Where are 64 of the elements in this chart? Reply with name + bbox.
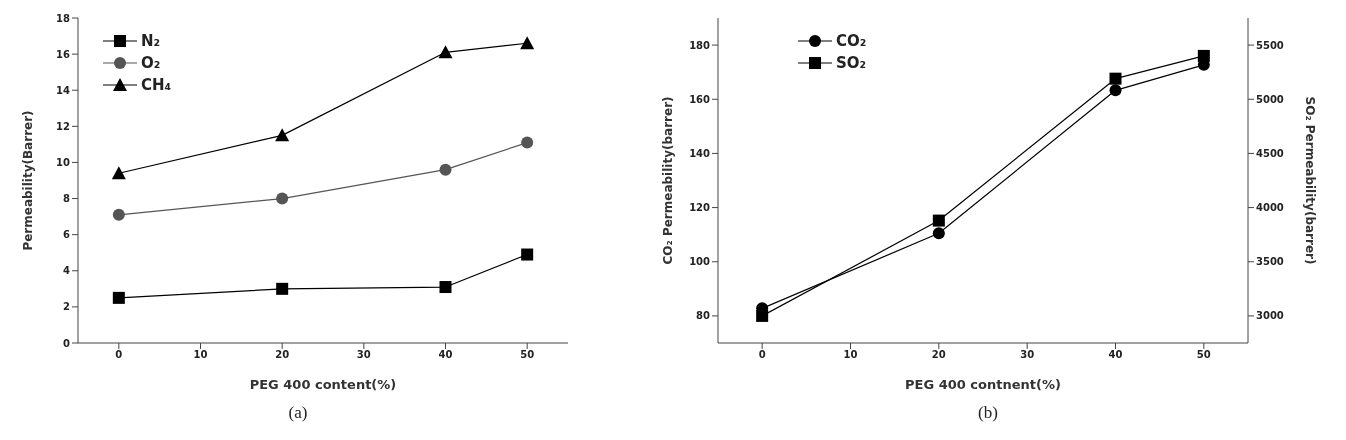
y-tick-label: 180 (689, 39, 711, 51)
y-tick-label: 160 (689, 93, 711, 105)
y-tick-label: 18 (56, 12, 71, 24)
point (932, 227, 945, 240)
point (112, 208, 125, 221)
y-tick-label: 4 (63, 265, 71, 277)
point (756, 309, 769, 322)
point (1109, 84, 1122, 97)
y-tick-label: 10 (56, 156, 71, 168)
y-tick-label: 6 (63, 229, 71, 241)
x-tick-label: 50 (1196, 349, 1211, 361)
x-tick-label: 0 (758, 349, 766, 361)
y-axis-title: Permeability(Barrer) (21, 110, 35, 251)
point (111, 166, 126, 180)
text: (a) (287, 403, 309, 423)
x-tick-label: 0 (115, 349, 123, 361)
legend-label: O₂ (141, 54, 161, 72)
x-tick-label: 50 (520, 349, 535, 361)
x-tick-label: 20 (275, 349, 290, 361)
point (112, 291, 125, 304)
y2-tick-label: 5000 (1256, 93, 1284, 105)
x-tick-label: 30 (356, 349, 371, 361)
point (275, 128, 290, 142)
point (521, 136, 534, 149)
point (1197, 49, 1210, 62)
x-tick-label: 40 (1108, 349, 1123, 361)
x-tick-label: 10 (193, 349, 208, 361)
y-tick-label: 0 (63, 337, 71, 349)
x-tick-label: 10 (843, 349, 858, 361)
x-tick-label: 20 (931, 349, 946, 361)
x-tick-label: 30 (1020, 349, 1035, 361)
text: (b) (977, 403, 999, 423)
legend-label: CO₂ (836, 32, 867, 50)
y2-tick-label: 4500 (1256, 147, 1284, 159)
y2-axis-title: SO₂ Permeability(barrer) (1303, 96, 1317, 265)
legend-label: N₂ (141, 32, 161, 50)
x-axis-title: PEG 400 contnent(%) (905, 377, 1061, 392)
y-tick-label: 2 (63, 301, 71, 313)
point (276, 282, 289, 295)
y-tick-label: 14 (56, 84, 71, 96)
x-axis-title: PEG 400 content(%) (249, 377, 397, 392)
y-tick-label: 140 (689, 147, 711, 159)
point (521, 248, 534, 261)
point (520, 36, 535, 50)
y-axis-title: CO₂ Permeability(barrer) (661, 96, 675, 265)
y2-tick-label: 3000 (1256, 310, 1284, 322)
point (438, 45, 453, 59)
y-tick-label: 80 (696, 310, 711, 322)
legend-label: SO₂ (836, 54, 867, 72)
x-tick-label: 40 (438, 349, 453, 361)
y-tick-label: 12 (56, 120, 71, 132)
legend-label: CH₄ (141, 76, 172, 94)
y-tick-label: 120 (689, 202, 711, 214)
y-tick-label: 100 (689, 256, 711, 268)
y2-tick-label: 5500 (1256, 39, 1284, 51)
y2-tick-label: 4000 (1256, 202, 1284, 214)
point (439, 163, 452, 176)
y2-tick-label: 3500 (1256, 256, 1284, 268)
point (439, 281, 452, 294)
point (932, 214, 945, 227)
point (276, 192, 289, 205)
point (1109, 72, 1122, 85)
y-tick-label: 8 (63, 193, 71, 205)
y-tick-label: 16 (56, 48, 71, 60)
